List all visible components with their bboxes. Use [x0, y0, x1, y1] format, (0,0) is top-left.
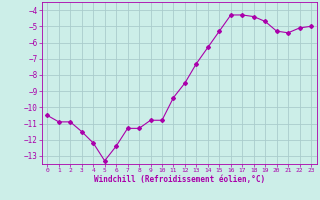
X-axis label: Windchill (Refroidissement éolien,°C): Windchill (Refroidissement éolien,°C): [94, 175, 265, 184]
